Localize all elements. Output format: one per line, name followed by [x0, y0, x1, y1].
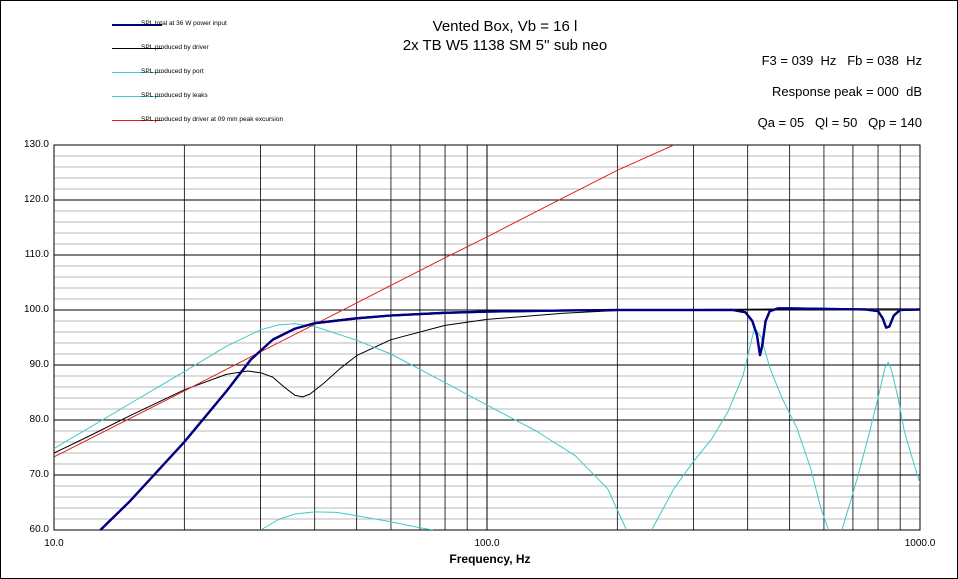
y-tick-label: 130.0 [23, 139, 49, 150]
chart-title: Vented Box, Vb = 16 l [432, 18, 578, 35]
series-line-1 [54, 308, 920, 454]
y-tick-label: 80.0 [29, 414, 49, 425]
series-line-6 [54, 145, 675, 458]
annotation-q-values: Qa = 05 Ql = 50 Qp = 140 [757, 115, 922, 130]
series-line-total-top [99, 307, 920, 530]
legend-swatch-total [112, 24, 162, 26]
y-tick-label: 100.0 [23, 304, 49, 315]
series-line-2 [54, 323, 627, 530]
series-line-3 [651, 327, 830, 530]
legend-label-driver: SPL produced by driver [141, 44, 209, 51]
y-tick-label: 120.0 [23, 194, 49, 205]
y-tick-label: 90.0 [29, 359, 49, 370]
legend-label-total: SPL total at 36 W power input [141, 20, 227, 27]
legend-swatch-excursion [112, 120, 162, 121]
series-line-4 [841, 361, 920, 530]
chart-subtitle: 2x TB W5 1138 SM 5'' sub neo [402, 37, 608, 54]
annotation-f3-fb: F3 = 039 Hz Fb = 038 Hz [761, 53, 922, 68]
x-axis-label: Frequency, Hz [449, 552, 531, 566]
annotation-response-peak: Response peak = 000 dB [772, 84, 922, 99]
series-line-5 [260, 511, 433, 530]
x-tick-label: 100.0 [474, 538, 500, 549]
legend-swatch-leaks [112, 96, 162, 97]
y-tick-label: 110.0 [24, 249, 49, 260]
legend-swatch-driver [112, 48, 162, 49]
x-tick-label: 1000.0 [904, 538, 936, 549]
legend-label-excursion: SPL produced by driver at 09 mm peak exc… [141, 116, 284, 123]
y-tick-label: 60.0 [29, 524, 49, 535]
y-tick-label: 70.0 [29, 469, 49, 480]
legend-swatch-port [112, 72, 162, 73]
legend-label-port: SPL produced by port [141, 68, 204, 75]
plot-border [53, 144, 921, 531]
x-tick-label: 10.0 [44, 538, 64, 549]
legend-label-leaks: SPL produced by leaks [141, 92, 208, 99]
